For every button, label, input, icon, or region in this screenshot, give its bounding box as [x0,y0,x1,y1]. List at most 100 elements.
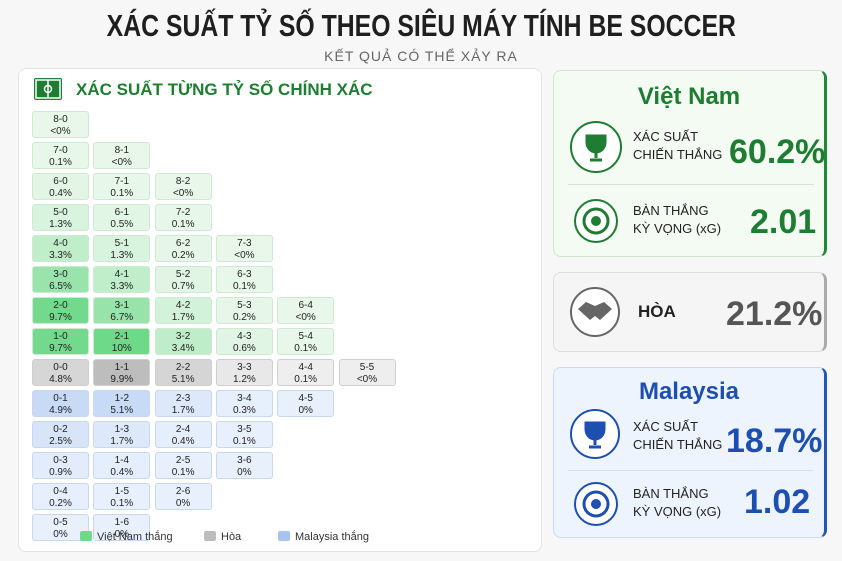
legend-text: Malaysia thắng [295,531,369,543]
score-cell: 3-0 6.5% [32,266,89,293]
handshake-icon [570,287,620,337]
score-cell: 7-3 <0% [215,235,273,262]
score-cell: 0-1 4.9% [32,390,89,417]
pct-text: 1.3% [49,219,72,230]
score-text: 0-3 [53,455,68,466]
matrix-title: XÁC SUẤT TỪNG TỶ SỐ CHÍNH XÁC [76,80,373,99]
box [568,470,814,471]
score-cell: 3-6 0% [215,452,273,479]
label: XÁC SUẤT [633,419,699,434]
score-cell: 3-2 3.4% [154,328,212,355]
score-cell: 0-0 4.8% [32,359,89,386]
malaysia-panel: Malaysia XÁC SUẤT CHIẾN THẮNG 18.7% BÀN T… [553,367,827,538]
score-cell: 1-1 9.9% [93,359,151,386]
score-text: 4-2 [175,300,191,311]
score-cell: 6-2 0.2% [154,235,212,262]
pct-text: <0% [50,126,71,137]
win-value: 60.2% [729,133,826,171]
pct-text: 0% [298,405,313,416]
pct-text: 0.9% [49,467,72,478]
score-cell: 0-3 0.9% [32,452,89,479]
pct-text: 1.7% [171,405,195,416]
pct-text: 5.1% [171,374,195,385]
label: KỲ VỌNG (xG) [633,504,722,519]
box: BÀN THẮNG KỲ VỌNG (xG) [633,202,721,238]
score-cell: 0-2 2.5% [32,421,89,448]
team-name: Việt Nam [637,83,741,110]
pct-text: 3.4% [171,343,195,354]
score-cell: 8-2 <0% [154,173,212,200]
pct-text: <0% [295,312,316,323]
score-text: 7-2 [175,207,191,218]
score-cell: 5-4 0.1% [277,328,335,355]
draw-panel: HÒA 21.2% [553,272,827,352]
label: XÁC SUẤT [633,129,699,144]
pct-text: 3.3% [49,250,72,261]
pct-text: 9.7% [49,312,72,323]
pct-text: 4.8% [49,374,72,385]
score-text: 2-6 [175,486,191,497]
score-text: 3-4 [237,393,252,404]
pct-text: 0.4% [171,436,195,447]
score-cell: 4-5 0% [277,390,335,417]
pitch-icon [34,78,62,100]
score-text: 1-6 [114,517,130,528]
score-cell: 5-5 <0% [338,359,396,386]
score-text: 4-3 [237,331,252,342]
score-text: 1-2 [114,393,130,404]
label: CHIẾN THẮNG [633,437,723,452]
score-cell: 1-0 9.7% [32,328,89,355]
score-cell: 6-1 0.5% [93,204,151,231]
score-text: 3-6 [237,455,252,466]
legend-text: Việt Nam thắng [97,531,173,543]
score-text: 2-0 [53,300,68,311]
pct-text: 0.2% [171,250,195,261]
score-cell: 6-0 0.4% [32,173,89,200]
score-text: 1-0 [53,331,68,342]
score-text: 5-1 [114,238,130,249]
score-text: 2-1 [114,331,130,342]
score-text: 0-0 [53,362,68,373]
score-text: 3-2 [175,331,191,342]
pct-text: 0.4% [110,467,134,478]
pct-text: 0.1% [232,436,256,447]
score-text: 5-5 [359,362,375,373]
score-text: 6-0 [53,176,68,187]
score-cell: 1-3 1.7% [93,421,151,448]
pct-text: 0% [237,467,252,478]
pct-text: 10% [111,343,132,354]
legend-item: Việt Nam thắng [80,531,173,543]
score-cell: 7-1 0.1% [93,173,151,200]
pct-text: 9.9% [110,374,134,385]
score-text: 1-3 [114,424,130,435]
pct-text: 0.4% [49,188,72,199]
pct-text: 4.9% [49,405,72,416]
score-text: 7-3 [237,238,252,249]
pct-text: 1.2% [232,374,256,385]
box [568,184,814,185]
score-cell: 5-3 0.2% [215,297,273,324]
score-cell: 4-1 3.3% [93,266,151,293]
score-text: 2-5 [175,455,191,466]
score-cell: 1-2 5.1% [93,390,151,417]
score-text: 2-3 [175,393,191,404]
score-text: 6-3 [237,269,252,280]
score-cell: 2-4 0.4% [154,421,212,448]
score-text: 4-4 [298,362,313,373]
score-cell: 4-3 0.6% [215,328,273,355]
score-text: 4-5 [298,393,313,404]
score-cell: 1-5 0.1% [93,483,151,510]
pct-text: 5.1% [110,405,134,416]
box: BÀN THẮNG KỲ VỌNG (xG) [633,485,721,521]
trophy-icon [570,121,622,173]
score-cell: 4-0 3.3% [32,235,89,262]
score-cell: 8-1 <0% [93,142,151,169]
score-text: 1-5 [114,486,130,497]
score-text: 6-2 [175,238,191,249]
pct-text: 0.3% [232,405,256,416]
pct-text: 0.1% [232,281,256,292]
score-text: 5-0 [53,207,68,218]
box: XÁC SUẤT CHIẾN THẮNG [633,418,722,454]
pct-text: 0.1% [294,374,318,385]
score-cell: 3-1 6.7% [93,297,151,324]
